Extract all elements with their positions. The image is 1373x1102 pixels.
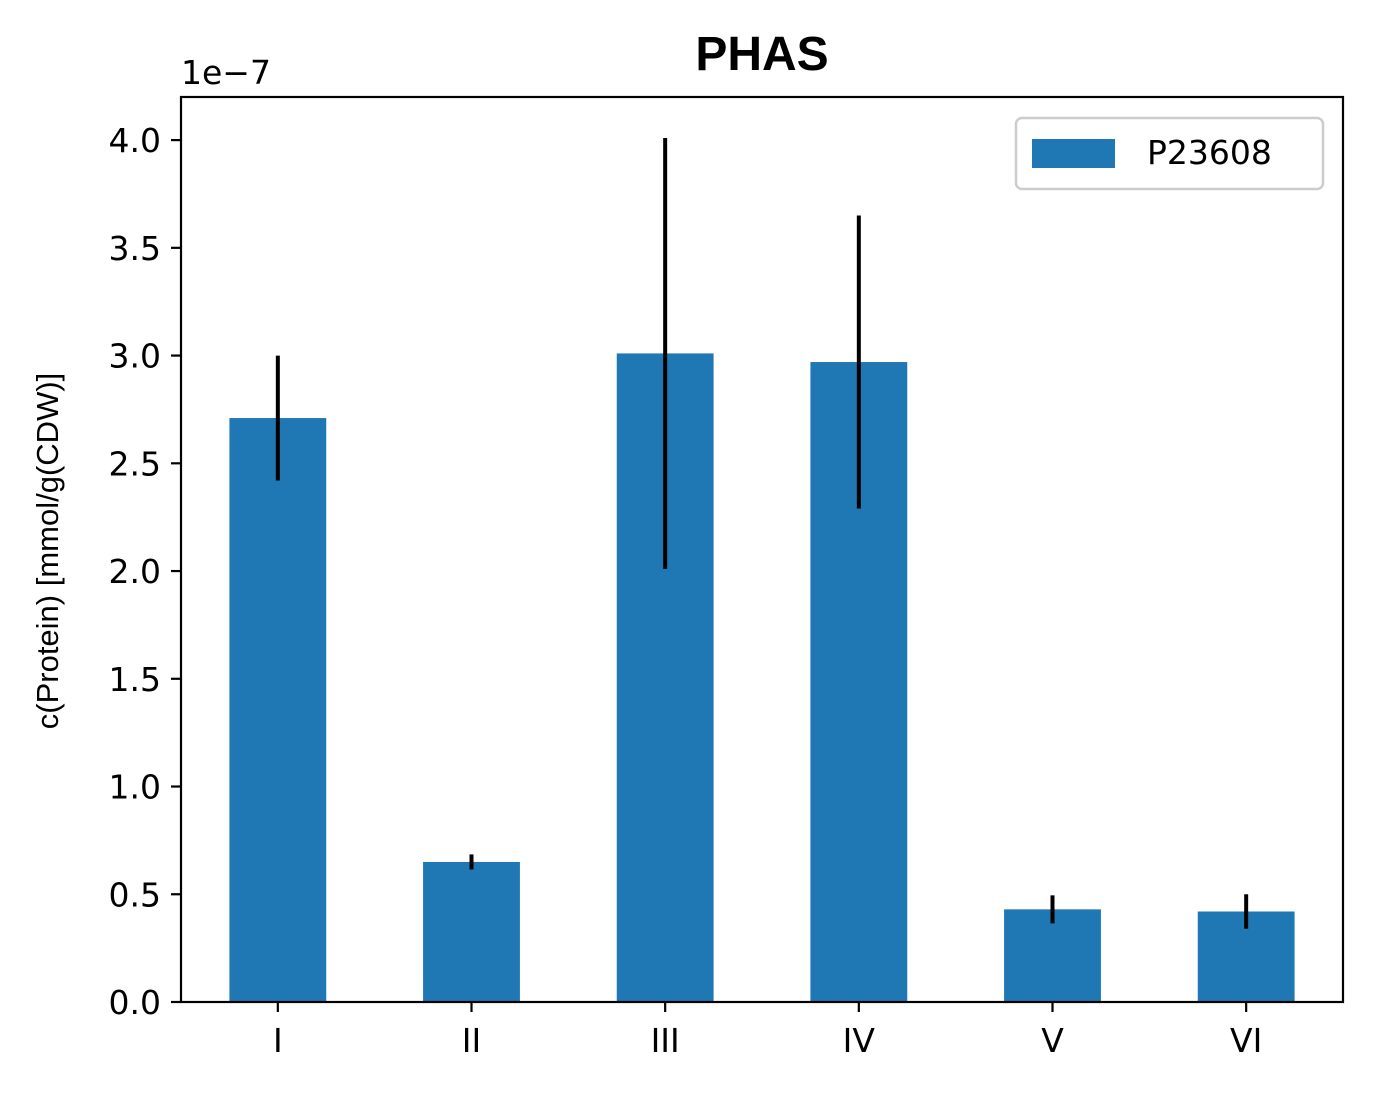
- x-tick-label: IV: [843, 1021, 876, 1060]
- bar-II: [423, 861, 520, 1002]
- y-tick-label: 0.5: [109, 875, 161, 914]
- y-axis-label: c(Protein) [mmol/g(CDW)]: [30, 373, 65, 730]
- x-tick-label: VI: [1230, 1021, 1262, 1060]
- y-tick-label: 3.0: [109, 337, 161, 376]
- x-tick-label: III: [651, 1021, 680, 1060]
- y-tick-label: 3.5: [109, 229, 161, 268]
- x-tick-label: II: [462, 1021, 481, 1060]
- bars-layer: [229, 353, 1295, 1003]
- legend-swatch: [1032, 139, 1115, 168]
- y-tick-label: 4.0: [109, 121, 161, 160]
- y-tick-label: 2.5: [109, 444, 161, 483]
- y-axis-offset-label: 1e−7: [181, 53, 271, 92]
- x-tick-label: I: [273, 1021, 283, 1060]
- legend: P23608: [1014, 116, 1325, 191]
- y-axis-ticks: 0.0 0.5 1.0 1.5 2.0 2.5 3.0 3.5 4.0: [109, 121, 181, 1022]
- legend-label: P23608: [1147, 133, 1272, 172]
- y-tick-label: 1.0: [109, 768, 161, 807]
- plot-frame: [179, 95, 1345, 1004]
- bar-V: [1004, 909, 1101, 1002]
- y-tick-label: 1.5: [109, 660, 161, 699]
- bar-I: [229, 418, 327, 1002]
- y-tick-label: 0.0: [109, 983, 161, 1022]
- error-bars-layer: [275, 137, 1249, 929]
- chart-title: PHAS: [695, 28, 828, 81]
- legend-frame: [1014, 116, 1325, 191]
- y-tick-label: 2.0: [109, 552, 161, 591]
- x-axis-ticks: I II III IV V VI: [273, 1002, 1262, 1060]
- x-tick-label: V: [1041, 1021, 1064, 1060]
